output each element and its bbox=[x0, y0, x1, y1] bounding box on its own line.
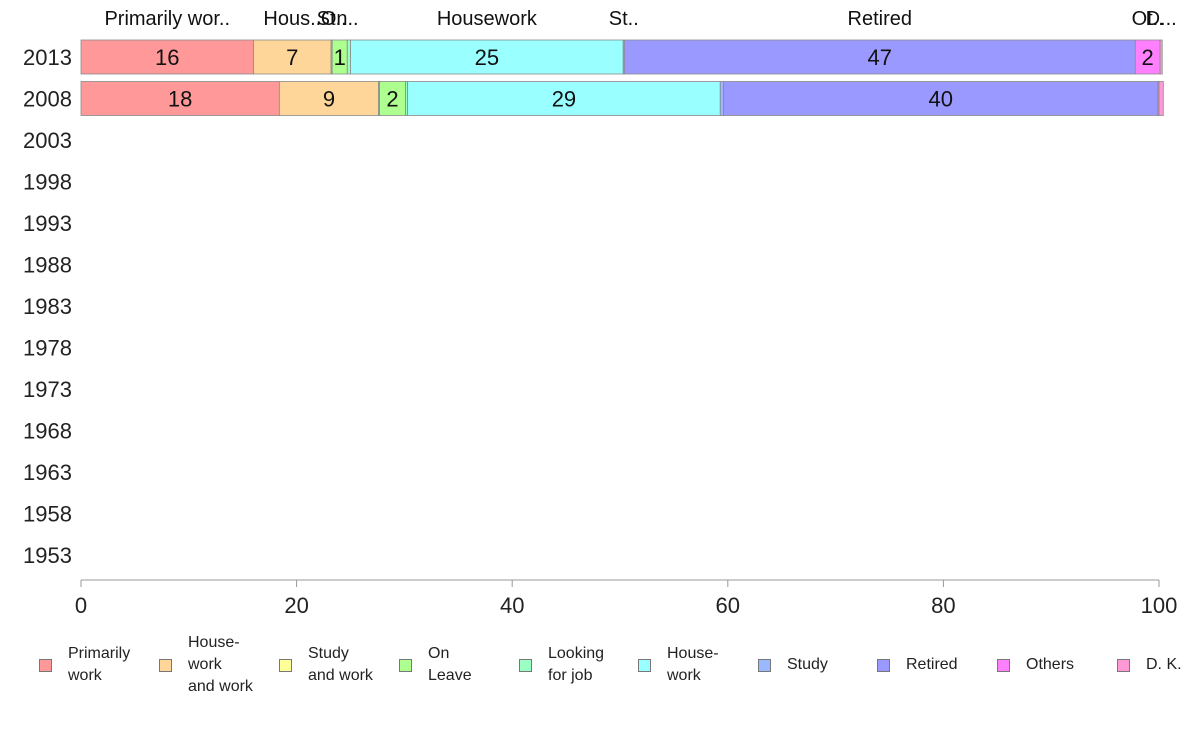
segment-value-label: 25 bbox=[475, 45, 499, 70]
segment-value-label: 2 bbox=[386, 87, 398, 112]
segment-value-label: 18 bbox=[168, 87, 192, 112]
legend-swatch bbox=[877, 658, 890, 672]
legend-item: Study bbox=[758, 654, 828, 676]
year-tick-label: 1953 bbox=[23, 543, 72, 568]
legend-swatch bbox=[997, 658, 1010, 672]
legend-swatch bbox=[159, 658, 172, 672]
category-header-label: Primarily wor.. bbox=[104, 8, 230, 30]
segment-value-label: 47 bbox=[868, 45, 892, 70]
year-tick-label: 1993 bbox=[23, 211, 72, 236]
year-tick-label: 1998 bbox=[23, 170, 72, 195]
bar-segment bbox=[407, 81, 721, 116]
category-header-label: St.. bbox=[317, 8, 347, 30]
category-header-label: D... bbox=[1146, 8, 1177, 30]
year-tick-label: 1963 bbox=[23, 460, 72, 485]
legend-item: Others bbox=[997, 654, 1074, 676]
legend-label: House- work bbox=[667, 645, 719, 684]
segment-value-label: 40 bbox=[928, 87, 952, 112]
legend-label: Primarily work bbox=[68, 645, 131, 684]
bar-segment bbox=[80, 81, 280, 116]
legend-item: House- work bbox=[638, 643, 719, 687]
legend-label: Study and work bbox=[308, 645, 373, 684]
year-axis: 2013 2008 2003 1998 1993 1988 1983 1978 1973 1968… bbox=[23, 45, 72, 568]
bar-segment bbox=[1159, 39, 1163, 75]
legend-swatch bbox=[399, 658, 412, 672]
category-header-label: Ot.. bbox=[1132, 8, 1164, 30]
category-header-label: Housework bbox=[437, 8, 538, 30]
category-header-label: On.. bbox=[321, 8, 359, 30]
x-tick-label: 60 bbox=[716, 593, 740, 618]
x-tick-label: 80 bbox=[931, 593, 955, 618]
x-tick-label: 40 bbox=[500, 593, 524, 618]
bar-segment bbox=[379, 81, 406, 116]
year-tick-label: 1968 bbox=[23, 419, 72, 444]
year-tick-label: 2013 bbox=[23, 45, 72, 70]
bar-segment bbox=[1158, 81, 1164, 116]
legend-item: Retired bbox=[877, 654, 958, 676]
legend-swatch bbox=[519, 658, 532, 672]
legend-label: On Leave bbox=[428, 645, 472, 684]
legend-swatch bbox=[758, 658, 771, 672]
legend-label: Study bbox=[787, 656, 828, 673]
x-axis: 0 20 40 60 80 100 bbox=[75, 579, 1178, 618]
year-tick-label: 1983 bbox=[23, 294, 72, 319]
segment-value-label: 1 bbox=[334, 45, 346, 70]
category-header-label: St.. bbox=[609, 8, 639, 30]
year-tick-label: 1988 bbox=[23, 253, 72, 278]
year-tick-label: 1973 bbox=[23, 377, 72, 402]
legend-label: Retired bbox=[906, 656, 958, 673]
bars: 16 7 1 25 47 2 18 9 2 29 40 bbox=[80, 39, 1164, 116]
legend-label: Others bbox=[1026, 656, 1075, 673]
legend-swatch bbox=[1117, 658, 1130, 672]
bar-segment bbox=[623, 39, 1136, 75]
bar-segment bbox=[80, 39, 254, 75]
legend-swatch bbox=[638, 658, 651, 672]
segment-value-label: 2 bbox=[1142, 45, 1154, 70]
bar-segment bbox=[346, 39, 351, 75]
legend-item: House- work and work bbox=[159, 632, 253, 698]
segment-value-label: 7 bbox=[286, 45, 298, 70]
legend: Primarily work House- work and work Study … bbox=[0, 634, 1188, 706]
x-tick-label: 100 bbox=[1141, 593, 1178, 618]
bar-segment bbox=[723, 81, 1159, 116]
top-labels: Primarily wor.. Hous..St..On.. Housework St… bbox=[104, 8, 1176, 30]
year-tick-label: 1978 bbox=[23, 336, 72, 361]
year-tick-label: 1958 bbox=[23, 502, 72, 527]
legend-item: Looking for job bbox=[519, 643, 604, 687]
legend-item: D. K. bbox=[1117, 654, 1182, 676]
segment-value-label: 29 bbox=[552, 87, 576, 112]
legend-item: Study and work bbox=[279, 643, 373, 687]
x-tick-label: 0 bbox=[75, 593, 87, 618]
legend-item: Primarily work bbox=[39, 643, 130, 687]
category-header-label: Hous.. bbox=[263, 8, 321, 30]
legend-label: House- work and work bbox=[188, 634, 253, 695]
stacked-bar-chart: Primarily wor.. Hous..St..On.. Housework St… bbox=[23, 8, 1178, 618]
bar-segment bbox=[719, 81, 724, 116]
legend-label: Looking for job bbox=[548, 645, 605, 684]
legend-item: On Leave bbox=[399, 643, 472, 687]
segment-value-label: 16 bbox=[155, 45, 179, 70]
bar-segment bbox=[278, 81, 379, 116]
legend-swatch bbox=[279, 658, 292, 672]
x-tick-label: 20 bbox=[284, 593, 308, 618]
legend-swatch bbox=[39, 658, 52, 672]
year-tick-label: 2008 bbox=[23, 87, 72, 112]
category-header-label: Retired bbox=[848, 8, 912, 30]
segment-value-label: 9 bbox=[323, 87, 335, 112]
legend-label: D. K. bbox=[1146, 656, 1182, 673]
year-tick-label: 2003 bbox=[23, 128, 72, 153]
